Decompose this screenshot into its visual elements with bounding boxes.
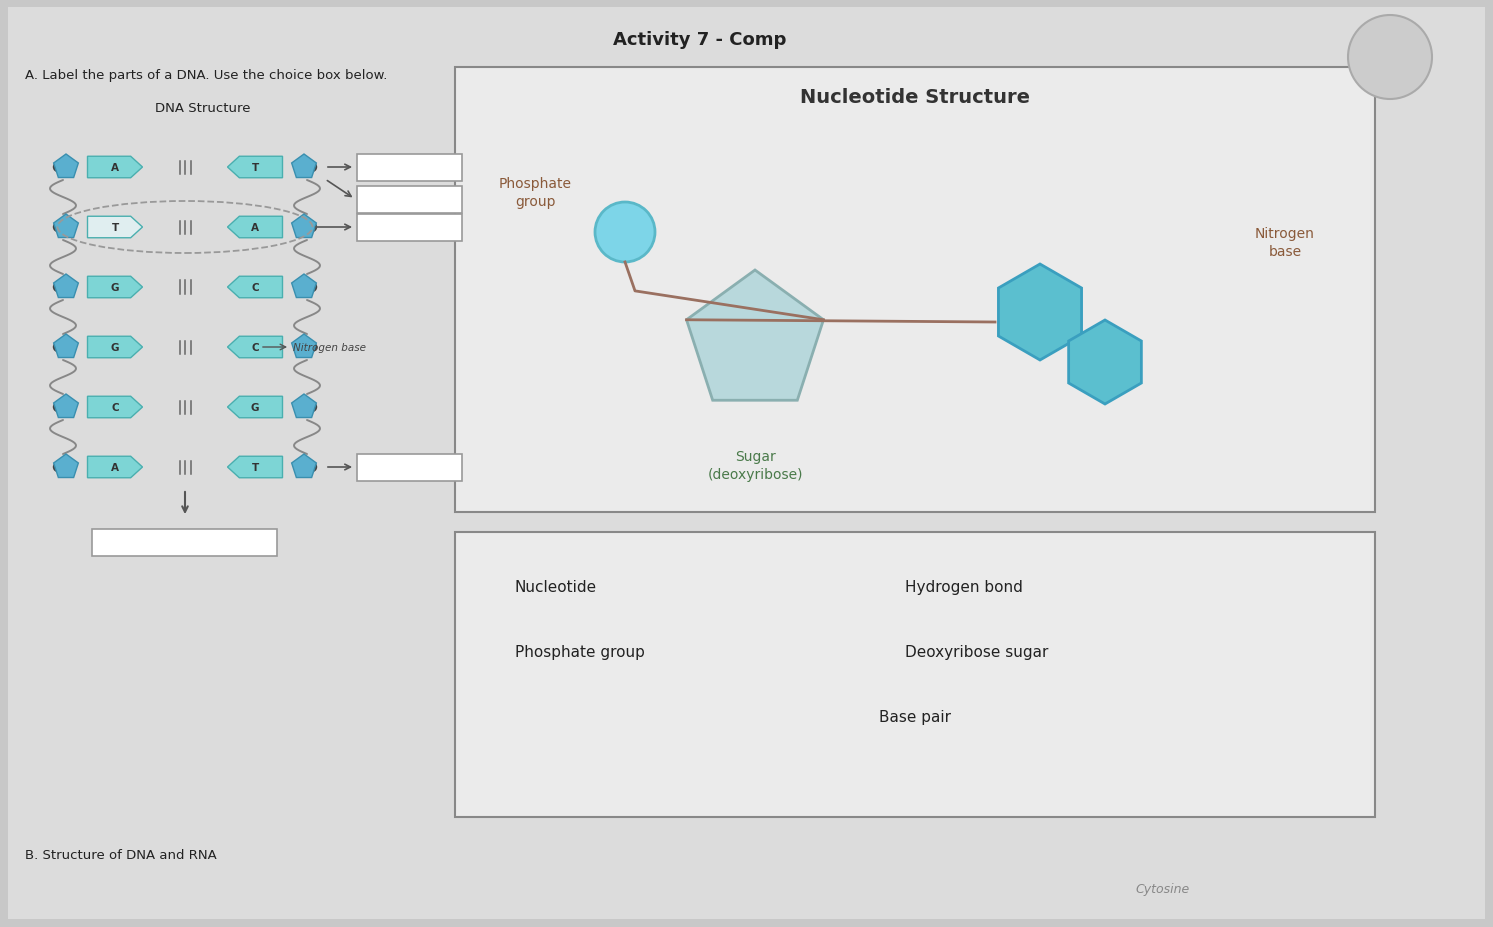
Text: T: T [112, 222, 118, 233]
Polygon shape [291, 454, 317, 478]
Text: Cytosine: Cytosine [1135, 883, 1190, 895]
Polygon shape [54, 454, 78, 478]
Text: Sugar
(deoxyribose): Sugar (deoxyribose) [708, 450, 803, 482]
Text: Phosphate group: Phosphate group [515, 645, 645, 660]
Text: C: C [251, 283, 258, 293]
Polygon shape [999, 265, 1081, 361]
Polygon shape [54, 274, 78, 298]
Circle shape [596, 203, 655, 262]
Circle shape [52, 222, 63, 233]
Text: Nucleotide: Nucleotide [515, 580, 597, 595]
Polygon shape [291, 395, 317, 418]
Polygon shape [54, 215, 78, 238]
FancyBboxPatch shape [455, 68, 1375, 513]
Text: B. Structure of DNA and RNA: B. Structure of DNA and RNA [25, 848, 216, 861]
Text: Hydrogen bond: Hydrogen bond [905, 580, 1023, 595]
Text: C: C [251, 343, 258, 352]
Circle shape [52, 283, 63, 293]
Text: Base pair: Base pair [879, 710, 951, 725]
FancyBboxPatch shape [357, 214, 461, 241]
Polygon shape [88, 457, 142, 478]
Text: G: G [110, 343, 119, 352]
Circle shape [306, 342, 317, 353]
Text: Nitrogen base: Nitrogen base [293, 343, 366, 352]
Polygon shape [227, 457, 282, 478]
Text: Activity 7 - Comp: Activity 7 - Comp [614, 31, 787, 49]
Polygon shape [54, 335, 78, 358]
Polygon shape [227, 217, 282, 238]
Polygon shape [227, 157, 282, 179]
Text: T: T [251, 163, 258, 172]
Text: DNA Structure: DNA Structure [155, 101, 251, 114]
Circle shape [306, 283, 317, 293]
Polygon shape [291, 155, 317, 178]
Circle shape [52, 402, 63, 413]
Text: A: A [110, 463, 119, 473]
Polygon shape [54, 155, 78, 178]
Text: G: G [110, 283, 119, 293]
Circle shape [306, 463, 317, 473]
Circle shape [52, 162, 63, 173]
Circle shape [306, 222, 317, 233]
Polygon shape [88, 337, 142, 359]
Polygon shape [1069, 321, 1141, 404]
Text: G: G [251, 402, 260, 413]
Text: T: T [251, 463, 258, 473]
FancyBboxPatch shape [455, 532, 1375, 817]
Text: Deoxyribose sugar: Deoxyribose sugar [905, 645, 1048, 660]
Circle shape [52, 463, 63, 473]
Polygon shape [88, 397, 142, 418]
Polygon shape [227, 337, 282, 359]
FancyBboxPatch shape [357, 454, 461, 481]
Text: Nucleotide Structure: Nucleotide Structure [800, 88, 1030, 108]
Text: Nitrogen
base: Nitrogen base [1256, 226, 1315, 259]
FancyBboxPatch shape [357, 154, 461, 182]
Polygon shape [88, 217, 142, 238]
Circle shape [1348, 16, 1432, 100]
Text: A. Label the parts of a DNA. Use the choice box below.: A. Label the parts of a DNA. Use the cho… [25, 70, 387, 83]
Text: A: A [110, 163, 119, 172]
Text: A: A [251, 222, 258, 233]
FancyBboxPatch shape [357, 186, 461, 213]
Polygon shape [88, 157, 142, 179]
Polygon shape [88, 277, 142, 298]
Circle shape [306, 402, 317, 413]
Polygon shape [227, 277, 282, 298]
Polygon shape [54, 395, 78, 418]
Circle shape [52, 342, 63, 353]
Polygon shape [291, 215, 317, 238]
Polygon shape [227, 397, 282, 418]
Polygon shape [687, 271, 824, 400]
Text: C: C [110, 402, 119, 413]
Text: Phosphate
group: Phosphate group [499, 177, 572, 209]
FancyBboxPatch shape [7, 8, 1486, 919]
Polygon shape [291, 274, 317, 298]
Polygon shape [291, 335, 317, 358]
Circle shape [306, 162, 317, 173]
FancyBboxPatch shape [93, 529, 278, 556]
